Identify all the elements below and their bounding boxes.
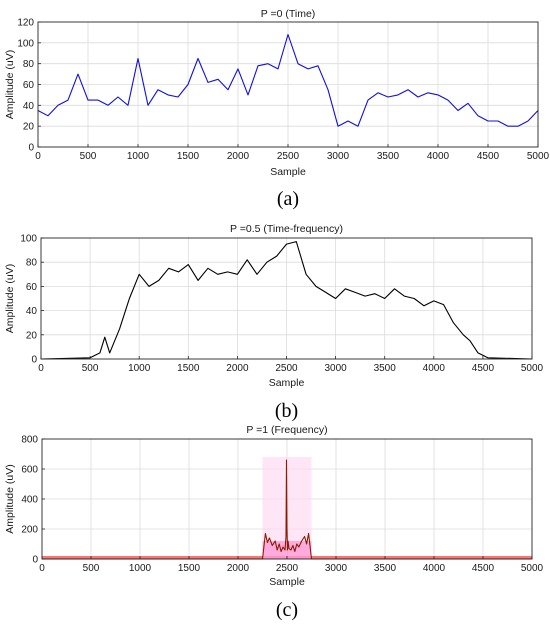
y-tick-label: 80 (23, 59, 35, 70)
x-tick-label: 4500 (477, 151, 500, 162)
series-line (40, 241, 533, 360)
x-axis-label: Sample (270, 166, 306, 178)
x-tick-label: 0 (35, 151, 41, 162)
x-tick-label: 2500 (277, 151, 300, 162)
x-tick-label: 2000 (227, 563, 250, 574)
x-tick-label: 5000 (521, 363, 544, 374)
x-tick-label: 500 (83, 563, 100, 574)
panel-b-chart: 0 500 1000 1500 2000 2500 3000 3500 4000 4500 5000… (4, 223, 544, 422)
y-tick-label: 80 (26, 258, 38, 269)
y-tick-label: 100 (17, 38, 34, 49)
y-tick-label: 0 (28, 143, 34, 154)
x-tick-label: 4000 (423, 363, 446, 374)
x-tick-label: 5000 (521, 563, 544, 574)
y-tick-label: 0 (32, 555, 38, 566)
x-tick-label: 1000 (127, 151, 150, 162)
x-tick-label: 3500 (374, 363, 397, 374)
y-tick-label: 120 (17, 18, 34, 29)
x-tick-label: 3000 (327, 151, 350, 162)
panel-label: (a) (277, 188, 299, 210)
x-tick-label: 3000 (324, 363, 347, 374)
y-tick-label: 100 (20, 234, 37, 245)
x-tick-label: 4000 (427, 151, 450, 162)
x-tick-label: 1500 (177, 151, 200, 162)
x-tick-label: 0 (39, 563, 45, 574)
x-tick-label: 4500 (472, 363, 495, 374)
y-tick-label: 40 (26, 306, 38, 317)
x-tick-label: 2500 (276, 563, 299, 574)
y-tick-label: 800 (21, 435, 38, 446)
panel-label: (c) (276, 599, 298, 621)
x-tick-label: 5000 (527, 151, 550, 162)
x-tick-label: 2500 (275, 363, 298, 374)
x-tick-label: 1500 (178, 563, 201, 574)
x-tick-label: 1000 (128, 363, 151, 374)
y-axis-label: Amplitude (uV) (4, 50, 16, 119)
y-tick-label: 60 (26, 282, 38, 293)
x-tick-label: 1500 (177, 363, 200, 374)
x-tick-label: 2000 (226, 363, 249, 374)
series-line (42, 459, 532, 560)
chart-title: P =0 (Time) (261, 8, 316, 20)
x-tick-label: 3500 (374, 563, 397, 574)
y-tick-label: 40 (23, 101, 35, 112)
x-tick-label: 3000 (325, 563, 348, 574)
y-tick-label: 400 (21, 495, 38, 506)
x-tick-label: 1000 (129, 563, 152, 574)
y-axis-label: Amplitude (uV) (4, 264, 16, 333)
y-tick-label: 600 (21, 465, 38, 476)
x-axis-label: Sample (269, 576, 305, 588)
x-tick-label: 500 (82, 363, 99, 374)
x-tick-label: 4500 (472, 563, 495, 574)
y-tick-label: 60 (23, 80, 35, 91)
x-tick-label: 3500 (377, 151, 400, 162)
y-tick-label: 20 (26, 330, 38, 341)
x-tick-label: 0 (38, 363, 44, 374)
x-tick-label: 4000 (423, 563, 446, 574)
chart-title: P =0.5 (Time-frequency) (230, 223, 343, 235)
y-tick-label: 0 (31, 355, 37, 366)
panel-a-chart: 0 500 1000 1500 2000 2500 3000 3500 4000 4500 5000… (4, 8, 550, 210)
series-line (37, 33, 539, 127)
panel-label: (b) (275, 400, 298, 422)
y-tick-label: 200 (21, 525, 38, 536)
x-tick-label: 500 (80, 151, 97, 162)
y-axis-label: Amplitude (uV) (4, 464, 16, 533)
x-axis-label: Sample (269, 377, 305, 389)
x-tick-label: 2000 (227, 151, 250, 162)
chart-title: P =1 (Frequency) (246, 424, 327, 436)
y-tick-label: 20 (23, 122, 35, 133)
panel-c-chart: 0 500 1000 1500 2000 2500 3000 3500 4000 4500 5000… (4, 424, 544, 621)
